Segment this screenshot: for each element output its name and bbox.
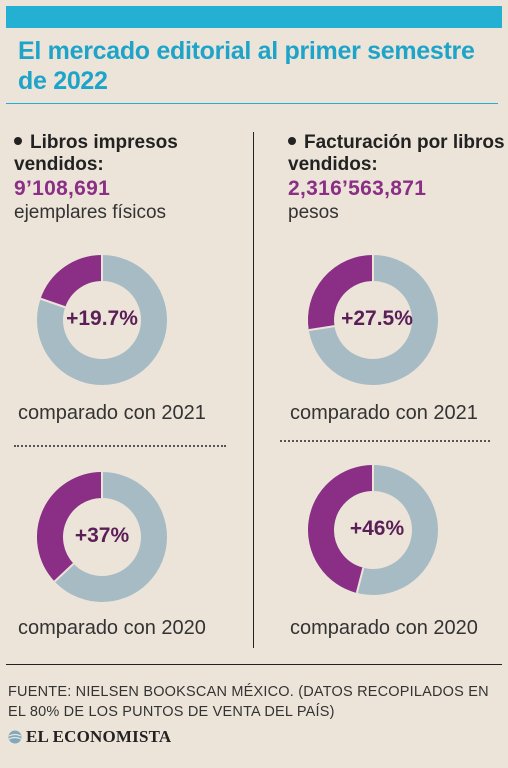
donut-value: +19.7% (66, 307, 138, 330)
stat-label-text: Facturación por libros vendidos: (288, 132, 505, 175)
compare-caption: comparado con 2020 (290, 617, 478, 639)
compare-caption: comparado con 2021 (18, 402, 206, 424)
donut-segment (308, 255, 374, 331)
footer-divider (6, 664, 502, 665)
donut-segment (308, 465, 374, 593)
donut-separator (308, 325, 335, 332)
source-note: FUENTE: NIELSEN BOOKSCAN MÉXICO. (DATOS … (8, 684, 489, 720)
donut-chart-books-2020 (37, 472, 167, 602)
donut-chart-revenue-2020 (308, 465, 438, 595)
donut-separator (53, 562, 75, 583)
compare-caption: comparado con 2020 (18, 617, 206, 639)
stat-value: 2,316’563,871 (288, 177, 427, 200)
page-title: El mercado editorial al primer semestre … (18, 37, 475, 95)
compare-caption: comparado con 2021 (290, 402, 478, 424)
stat-value: 9’108,691 (14, 177, 111, 200)
logo-text: EL ECONOMISTA (26, 727, 172, 746)
donut-value: +37% (74, 524, 130, 547)
donut-segment (37, 472, 103, 582)
bullet-icon (14, 137, 22, 146)
donut-separator (40, 297, 66, 309)
stat-revenue: Facturación por libros vendidos: 2,316’5… (288, 132, 508, 224)
donut-separator (355, 567, 365, 594)
donut-segment (40, 255, 103, 308)
stat-unit: ejemplares físicos (14, 202, 167, 223)
dotted-divider (280, 440, 490, 442)
donut-chart-books-2021 (37, 255, 167, 385)
column-divider (253, 132, 254, 648)
donut-value: +46% (349, 517, 405, 540)
stat-label: Libros impresos vendidos: (14, 132, 244, 176)
donut-chart-revenue-2021 (308, 255, 438, 385)
dotted-divider (14, 445, 226, 447)
stat-label: Facturación por libros vendidos: (288, 132, 508, 176)
header-bar (6, 6, 502, 28)
stat-label-text: Libros impresos vendidos: (14, 132, 178, 175)
title-divider (6, 103, 498, 104)
stat-unit: pesos (288, 202, 339, 223)
brand-logo: EL ECONOMISTA (8, 726, 171, 748)
stat-books-sold: Libros impresos vendidos: 9’108,691 ejem… (14, 132, 244, 224)
bullet-icon (288, 137, 296, 146)
donut-value: +27.5% (341, 307, 413, 330)
globe-icon (8, 730, 22, 744)
